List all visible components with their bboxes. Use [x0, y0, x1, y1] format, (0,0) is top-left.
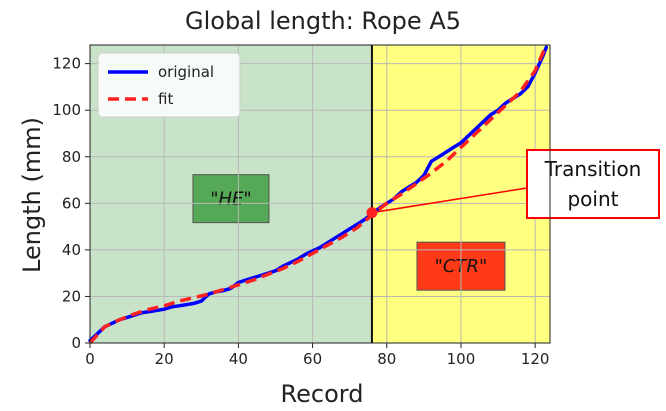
y-tick-label-20: 20 — [62, 287, 81, 305]
callout-connector — [371, 187, 528, 214]
y-tick-label-40: 40 — [62, 241, 81, 259]
legend-box — [97, 52, 241, 118]
x-tick-label-100: 100 — [447, 350, 476, 368]
plot-frame — [89, 44, 551, 344]
y-tick-label-120: 120 — [52, 55, 81, 73]
legend-label-original: original — [158, 63, 214, 81]
y-tick-label-80: 80 — [62, 148, 81, 166]
x-tick-label-60: 60 — [303, 350, 322, 368]
region-label-he: "HE" — [210, 189, 251, 210]
x-tick-label-40: 40 — [229, 350, 248, 368]
x-tick-label-80: 80 — [377, 350, 396, 368]
callout-text-line-1: point — [567, 187, 618, 211]
y-tick-label-0: 0 — [71, 334, 81, 352]
region-label-box-he — [192, 174, 270, 224]
series-line-original — [88, 45, 549, 343]
y-axis-label: Length (mm) — [18, 117, 46, 273]
legend: original fit — [97, 52, 241, 118]
callout-box — [526, 149, 660, 219]
legend-label-fit: fit — [158, 90, 173, 108]
y-tick-label-100: 100 — [52, 101, 81, 119]
x-tick-label-120: 120 — [521, 350, 550, 368]
series-line-fit — [88, 44, 548, 345]
transition-annotation: Transition point — [366, 45, 660, 343]
series-lines — [88, 44, 549, 345]
callout-text-line-0: Transition — [544, 157, 642, 181]
x-axis-label: Record — [281, 380, 364, 408]
x-tick-label-20: 20 — [155, 350, 174, 368]
y-tick-label-60: 60 — [62, 194, 81, 212]
transition-marker — [366, 207, 378, 219]
chart-title: Global length: Rope A5 — [185, 7, 461, 35]
axes: 0 20 40 60 80 100 120 0 20 40 60 80 100 120 — [52, 44, 551, 368]
x-tick-label-0: 0 — [85, 350, 95, 368]
